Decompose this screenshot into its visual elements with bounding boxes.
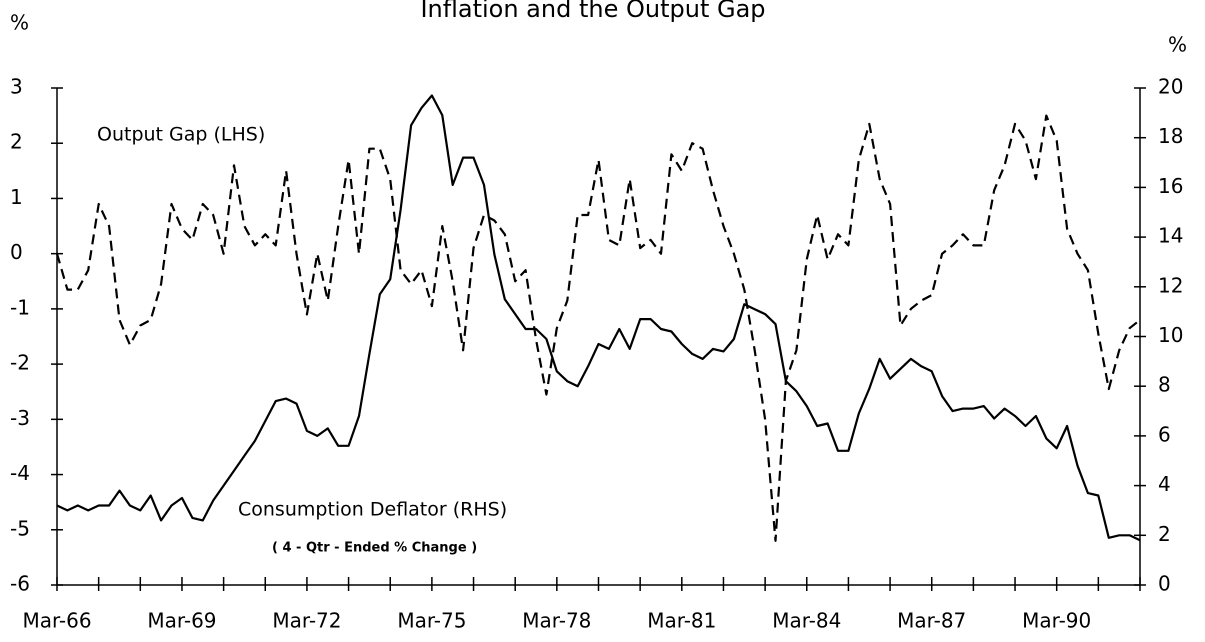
y-tick-label: -2 — [10, 351, 30, 375]
x-tick-label: Mar-75 — [397, 609, 466, 633]
series-label: Consumption Deflator (RHS) — [238, 499, 507, 521]
x-tick-label: Mar-69 — [147, 609, 216, 633]
y2-tick-label: 6 — [1158, 422, 1171, 446]
x-tick-label: Mar-87 — [897, 609, 966, 633]
y2-tick-label: 10 — [1158, 323, 1183, 347]
line-series — [56, 94, 1141, 542]
y2-tick-label: 8 — [1158, 373, 1171, 397]
y-tick-label: -1 — [10, 295, 30, 319]
y2-tick-label: 14 — [1158, 224, 1183, 248]
y-tick-label: -5 — [10, 516, 30, 540]
x-tick-label: Mar-72 — [272, 609, 341, 633]
chart-title: Inflation and the Output Gap — [420, 0, 765, 23]
y-tick-label: 2 — [10, 130, 23, 154]
y-tick-label: -6 — [10, 572, 30, 596]
y-tick-label: -4 — [10, 461, 30, 485]
y-tick-label: 3 — [10, 75, 23, 99]
y2-tick-label: 2 — [1158, 522, 1171, 546]
y2-tick-label: 12 — [1158, 273, 1183, 297]
y-tick-label: 1 — [10, 185, 23, 209]
x-tick-label: Mar-78 — [522, 609, 591, 633]
y2-tick-label: 0 — [1158, 572, 1171, 596]
y-axis-label: % — [10, 11, 29, 35]
series-label: Output Gap (LHS) — [97, 124, 265, 146]
y2-tick-label: 20 — [1158, 75, 1183, 99]
y-tick-label: -3 — [10, 406, 30, 430]
y2-axis-label: % — [1168, 33, 1187, 57]
x-tick-label: Mar-90 — [1022, 609, 1091, 633]
x-tick-label: Mar-81 — [647, 609, 716, 633]
annotation: ( 4 - Qtr - Ended % Change ) — [272, 541, 477, 556]
x-tick-label: Mar-66 — [22, 609, 91, 633]
line-series — [55, 114, 1141, 542]
x-tick-label: Mar-84 — [772, 609, 841, 633]
y2-tick-label: 16 — [1158, 174, 1183, 198]
y2-tick-label: 18 — [1158, 124, 1183, 148]
y2-tick-label: 4 — [1158, 472, 1171, 496]
y-tick-label: 0 — [10, 240, 23, 264]
